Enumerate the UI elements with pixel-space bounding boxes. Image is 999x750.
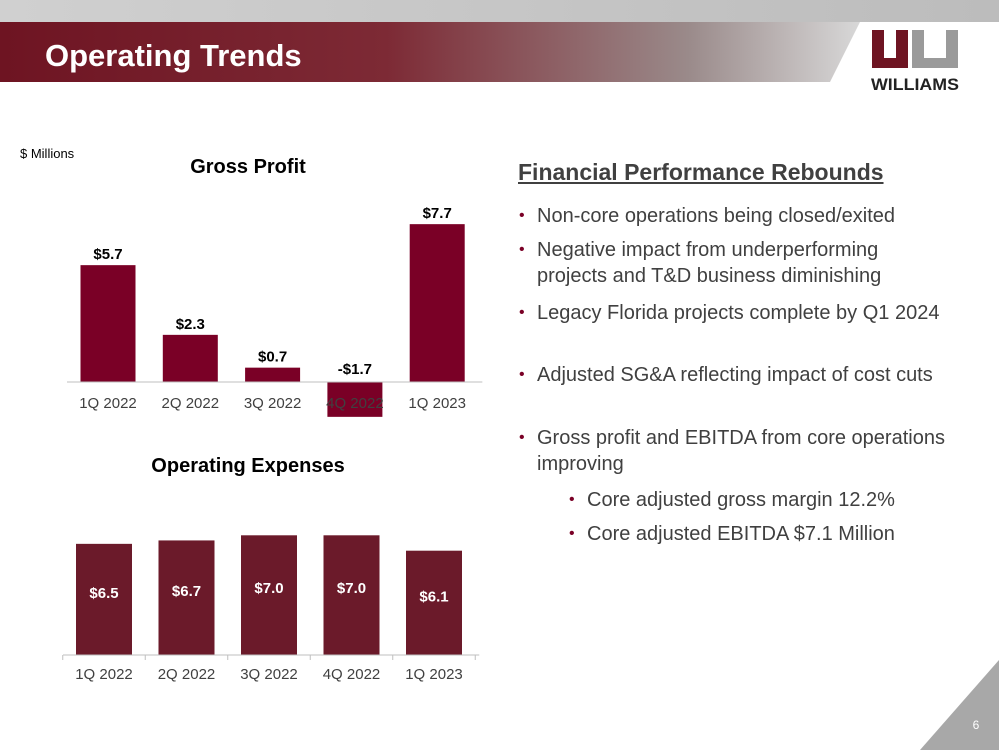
bullet: Non-core operations being closed/exited <box>519 203 947 229</box>
bar <box>80 265 136 382</box>
x-tick-label: 4Q 2022 <box>326 395 384 412</box>
logo-gap <box>884 30 896 58</box>
x-tick-label: 1Q 2023 <box>405 666 463 683</box>
logo-text: WILLIAMS <box>871 75 959 94</box>
bar <box>406 550 462 655</box>
x-tick-label: 2Q 2022 <box>158 666 216 683</box>
data-label: $6.1 <box>419 589 448 606</box>
logo-gap <box>924 30 946 58</box>
data-label: $0.7 <box>258 349 287 366</box>
data-label: $6.5 <box>89 585 118 602</box>
data-label: $2.3 <box>176 316 205 333</box>
bullet: Legacy Florida projects complete by Q1 2… <box>519 300 947 326</box>
units-label: $ Millions <box>20 146 75 161</box>
corner-triangle <box>920 660 999 750</box>
page-number: 6 <box>973 718 980 732</box>
data-label: $5.7 <box>93 246 122 263</box>
x-tick-label: 3Q 2022 <box>240 666 298 683</box>
bullet: Core adjusted EBITDA $7.1 Million <box>569 521 967 547</box>
x-tick-label: 4Q 2022 <box>323 666 381 683</box>
bar <box>158 540 215 655</box>
x-tick-label: 1Q 2022 <box>79 395 137 412</box>
data-label: $7.0 <box>254 580 283 597</box>
chart-title: Gross Profit <box>190 156 306 178</box>
top-strip <box>0 0 999 22</box>
data-label: $7.7 <box>423 205 452 222</box>
bar <box>245 367 301 382</box>
x-tick-label: 1Q 2023 <box>408 395 466 412</box>
bullet: Adjusted SG&A reflecting impact of cost … <box>519 362 947 388</box>
bar <box>76 543 132 655</box>
data-label: -$1.7 <box>338 361 372 378</box>
bar <box>409 224 465 382</box>
slide-title: Operating Trends <box>45 38 302 73</box>
data-label: $6.7 <box>172 583 201 600</box>
bullet: Core adjusted gross margin 12.2% <box>569 487 967 513</box>
header-band <box>0 22 860 82</box>
bullet: Negative impact from underperforming pro… <box>519 237 947 289</box>
summary-heading: Financial Performance Rebounds <box>518 159 884 185</box>
chart-title: Operating Expenses <box>151 455 344 477</box>
bar <box>241 535 297 655</box>
x-tick-label: 1Q 2022 <box>75 666 133 683</box>
bullet: Gross profit and EBITDA from core operat… <box>519 425 947 477</box>
data-label: $7.0 <box>337 580 366 597</box>
bar <box>162 334 218 382</box>
bar <box>323 535 380 655</box>
bar <box>327 382 383 417</box>
x-tick-label: 3Q 2022 <box>244 395 302 412</box>
x-tick-label: 2Q 2022 <box>162 395 220 412</box>
